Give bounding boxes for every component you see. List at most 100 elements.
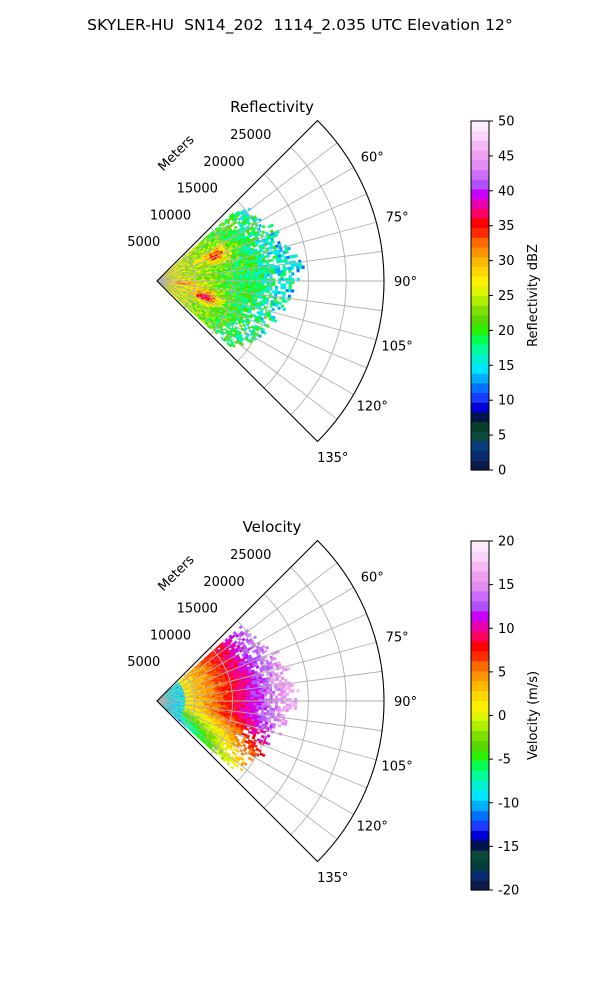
radar-gate — [277, 273, 281, 277]
radar-gate — [258, 694, 262, 697]
radar-gate — [282, 267, 286, 271]
radar-gate — [288, 686, 292, 691]
radar-gate — [271, 690, 276, 694]
radar-gate — [276, 265, 281, 269]
colorbar-tick-label: 50 — [498, 115, 515, 130]
radar-gate — [281, 676, 285, 681]
radar-gate — [234, 321, 238, 326]
radar-gate — [274, 688, 278, 692]
radar-gate — [228, 697, 232, 700]
radar-gate — [241, 637, 246, 642]
radar-gate — [228, 277, 232, 280]
radar-gate — [290, 689, 295, 693]
colorbar-swatch — [471, 305, 489, 316]
radar-gate — [255, 692, 259, 695]
colorbar-swatch — [471, 159, 489, 171]
radar-gate — [226, 221, 231, 225]
radar-gate — [274, 285, 279, 289]
radar-gate — [275, 695, 279, 699]
radar-gate — [255, 694, 259, 698]
radar-gate — [263, 649, 268, 654]
radar-gate — [234, 277, 238, 280]
colorbar-swatch — [471, 382, 489, 394]
radar-gate — [266, 266, 270, 270]
radar-gate — [282, 291, 286, 295]
colorbar-swatch — [471, 411, 489, 423]
radar-gate — [253, 704, 257, 708]
radar-gate — [234, 702, 238, 705]
radar-gate — [236, 702, 240, 705]
radar-gate — [242, 273, 246, 276]
radar-gate — [247, 282, 251, 286]
radar-gate — [274, 685, 278, 689]
radar-gate — [258, 285, 262, 288]
azimuth-tick-label: 135° — [317, 451, 348, 466]
radar-gate — [280, 270, 284, 274]
radar-gate — [274, 708, 278, 712]
colorbar-swatch — [471, 440, 489, 452]
radar-gate — [260, 296, 264, 300]
radar-gate — [283, 695, 287, 699]
radar-gate — [255, 707, 259, 710]
sector-outline — [156, 119, 385, 443]
radar-gate — [253, 694, 257, 698]
reflectivity-colorbar-label: Reflectivity dBZ — [526, 244, 541, 347]
radar-gate — [226, 697, 230, 700]
radar-gate — [266, 283, 270, 286]
radar-gate — [285, 267, 289, 271]
colorbar-tick-label: 5 — [498, 429, 506, 444]
colorbar-swatch — [471, 247, 489, 258]
radar-gate — [266, 287, 270, 291]
radar-gate — [239, 697, 243, 700]
radar-gate — [301, 265, 305, 269]
colorbar-swatch — [471, 431, 489, 442]
radar-gate — [247, 276, 251, 280]
radar-gate — [247, 274, 251, 278]
radar-gate — [288, 289, 292, 293]
radar-gate — [244, 704, 249, 707]
radar-gate — [217, 278, 221, 280]
radar-gate — [296, 268, 300, 273]
radar-gate — [298, 262, 302, 267]
radar-gate — [236, 695, 240, 698]
radar-gate — [277, 687, 281, 692]
radar-gate — [255, 276, 260, 280]
radar-gate — [277, 674, 282, 678]
radar-gate — [282, 270, 287, 274]
radar-gate — [245, 277, 249, 280]
radar-gate — [264, 693, 268, 697]
radar-gate — [233, 225, 238, 230]
colorbar-swatch — [471, 217, 489, 229]
colorbar-swatch — [471, 276, 489, 287]
azimuth-gridline — [156, 142, 338, 282]
radar-gate — [277, 710, 281, 715]
radar-gate — [261, 271, 265, 275]
radar-gate — [287, 666, 291, 671]
radar-gate — [261, 285, 265, 288]
radar-gate — [251, 307, 256, 311]
radar-gate — [264, 276, 268, 279]
radar-gate — [277, 705, 281, 709]
radar-gate — [250, 272, 254, 276]
radar-gate — [287, 294, 292, 299]
radar-gate — [296, 265, 300, 270]
radar-gate — [280, 690, 284, 694]
reflectivity-azimuth-labels: 60°75°90°105°120°135° — [317, 151, 417, 466]
range-tick-label: 15000 — [177, 182, 218, 197]
radar-gate — [258, 223, 263, 228]
radar-gate — [239, 702, 243, 705]
radar-gate — [261, 224, 266, 229]
radar-gate — [253, 284, 257, 288]
radar-gate — [231, 344, 236, 348]
radar-gate — [260, 673, 265, 677]
radar-gate — [252, 690, 257, 694]
radar-gate — [275, 703, 279, 707]
radar-gate — [263, 287, 268, 291]
colorbar-tick-label: 30 — [498, 254, 515, 269]
radar-gate — [258, 707, 262, 710]
radar-gate — [275, 677, 280, 681]
reflectivity-radial-axis-label: Meters — [156, 132, 198, 174]
radar-gate — [266, 705, 270, 709]
radar-gate — [242, 323, 247, 328]
colorbar-swatch — [471, 121, 489, 132]
